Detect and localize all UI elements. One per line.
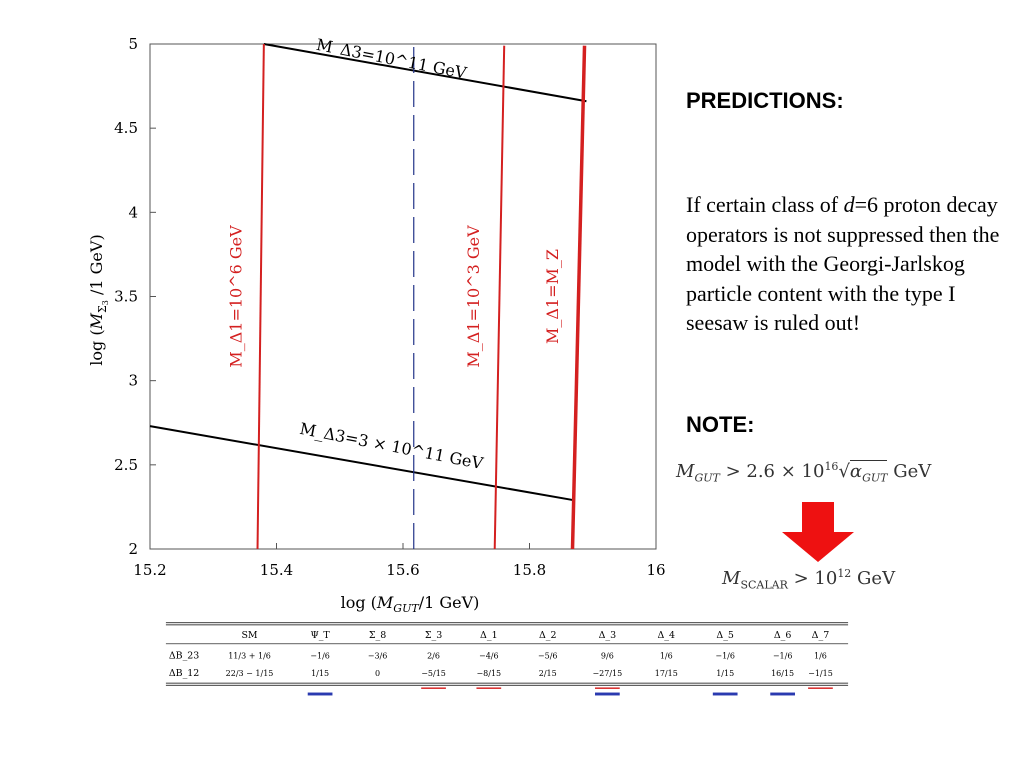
table-cell: −1/6 — [773, 651, 793, 660]
y-axis-label: log (MΣ3 /1 GeV) — [87, 234, 110, 365]
mgut-unit: GeV — [887, 461, 932, 482]
x-tick-label: 15.4 — [260, 561, 293, 579]
para-part-2: =6 proton decay operators is not suppres… — [686, 192, 1000, 335]
table-header: Σ_8 — [369, 630, 386, 641]
table-marker-red — [421, 687, 446, 689]
y-tick-label: 2.5 — [114, 456, 138, 474]
table-cell: 1/6 — [660, 651, 673, 660]
table-row-label: ΔB_23 — [169, 650, 199, 661]
table-header: Δ_1 — [480, 630, 498, 641]
predictions-heading: PREDICTIONS: — [686, 88, 844, 113]
mgut-symbol: M — [676, 461, 695, 482]
series-line-3 — [493, 45, 506, 550]
table-cell: 2/15 — [539, 669, 557, 678]
table-cell: 1/15 — [311, 669, 329, 678]
table-cell: −1/6 — [715, 651, 735, 660]
table-header: Δ_2 — [539, 630, 557, 641]
table-cell: −1/6 — [310, 651, 330, 660]
series-label-3: M_Δ1=10^3 GeV — [464, 225, 483, 368]
table-marker-red — [595, 687, 620, 689]
mgut-exponent: 16 — [824, 460, 839, 473]
para-part-1: If certain class of — [686, 192, 844, 217]
series-label-2: M_Δ1=10^6 GeV — [227, 225, 246, 368]
table-content: SM Ψ_T Σ_8 Σ_3 Δ_1 Δ_2 Δ_3 Δ_4 Δ_5 Δ_6 Δ_7 ΔB_23 ΔB_… — [169, 630, 833, 696]
table-cell: 0 — [375, 669, 380, 678]
table-marker-red — [808, 687, 833, 689]
para-d-variable: d — [843, 192, 855, 217]
table-header: Δ_3 — [599, 630, 617, 641]
mgut-coefficient: > 2.6 × 10 — [719, 461, 825, 482]
sqrt-sign: √ — [838, 461, 850, 482]
series-group — [149, 43, 587, 550]
table-cell: 1/6 — [814, 651, 827, 660]
conclusion-paragraph: If certain class of d=6 proton decay ope… — [686, 190, 1021, 338]
x-tick-label: 15.6 — [386, 561, 419, 579]
table-cell: −8/15 — [476, 669, 501, 678]
sqrt-argument: αGUT — [849, 460, 888, 485]
table-header: Δ_4 — [657, 630, 675, 641]
table-cell: −5/15 — [421, 669, 446, 678]
series-label-0: M_Δ3=10^11 GeV — [315, 35, 469, 83]
table-header: Σ_3 — [425, 630, 442, 641]
table-cell: 11/3 + 1/6 — [228, 651, 271, 660]
table-row-label: ΔB_12 — [169, 668, 199, 679]
series-label-4: M_Δ1=M_Z — [543, 249, 562, 344]
mscalar-subscript: SCALAR — [740, 578, 788, 592]
series-labels: M_Δ3=10^11 GeV M_Δ3=3 × 10^11 GeV M_Δ1=10^… — [227, 35, 562, 473]
table-header: Δ_7 — [812, 630, 830, 641]
table-cell: −4/6 — [479, 651, 499, 660]
table-cell: 9/6 — [601, 651, 614, 660]
down-arrow-icon — [782, 502, 854, 562]
table-header: Ψ_T — [310, 630, 330, 641]
table-marker-blue — [770, 692, 795, 696]
mgut-inequality: MGUT > 2.6 × 1016√αGUT GeV — [676, 460, 931, 485]
alpha-symbol: α — [849, 461, 863, 482]
y-tick-label: 3 — [128, 372, 138, 390]
series-line-4 — [570, 45, 587, 550]
y-tick-label: 4.5 — [114, 119, 138, 137]
table-cell: −27/15 — [592, 669, 622, 678]
y-tick-label: 3.5 — [114, 288, 138, 306]
table-cell: −3/6 — [368, 651, 388, 660]
table-marker-blue — [307, 692, 333, 696]
series-line-1 — [149, 425, 574, 502]
series-label-1: M_Δ3=3 × 10^11 GeV — [298, 419, 485, 473]
table-marker-blue — [712, 692, 738, 696]
table-header: SM — [241, 630, 257, 641]
table-header: Δ_6 — [774, 630, 792, 641]
series-line-0 — [263, 43, 587, 103]
y-tick-label: 4 — [128, 203, 138, 221]
table-header: Δ_5 — [716, 630, 734, 641]
mscalar-inequality: MSCALAR > 1012 GeV — [722, 567, 895, 592]
table-cell: 1/15 — [716, 669, 734, 678]
x-tick-label: 16 — [646, 561, 665, 579]
table-cell: 17/15 — [655, 669, 678, 678]
table-cell: 2/6 — [427, 651, 440, 660]
x-tick-label: 15.8 — [513, 561, 546, 579]
mscalar-symbol: M — [722, 568, 741, 589]
table-cell: −5/6 — [538, 651, 558, 660]
y-tick-label: 5 — [128, 35, 138, 53]
table-marker-blue — [595, 692, 620, 696]
table-cell: 16/15 — [771, 669, 794, 678]
table-cell: −1/15 — [808, 669, 833, 678]
mgut-subscript: GUT — [694, 471, 720, 485]
axis-ticks: 15.2 15.4 15.6 15.8 16 2 2.5 3 3.5 4 4.5 5 — [114, 35, 665, 579]
y-tick-label: 2 — [128, 540, 138, 558]
x-tick-label: 15.2 — [133, 561, 166, 579]
table-marker-red — [476, 687, 502, 689]
series-line-2 — [256, 43, 265, 550]
mscalar-unit: GeV — [851, 568, 896, 589]
table-cell: 22/3 − 1/15 — [226, 669, 274, 678]
x-axis-label: log (MGUT/1 GeV) — [341, 593, 480, 615]
plot: 15.2 15.4 15.6 15.8 16 2 2.5 3 3.5 4 4.5 5 M_Δ3=10^… — [87, 35, 666, 615]
beta-coefficient-table: SM Ψ_T Σ_8 Σ_3 Δ_1 Δ_2 Δ_3 Δ_4 Δ_5 Δ_6 Δ_7 ΔB_23 ΔB_… — [165, 622, 849, 696]
alpha-subscript: GUT — [862, 471, 888, 485]
mscalar-exponent: 12 — [837, 567, 852, 580]
mscalar-mid: > 10 — [787, 568, 838, 589]
note-heading: NOTE: — [686, 412, 755, 437]
